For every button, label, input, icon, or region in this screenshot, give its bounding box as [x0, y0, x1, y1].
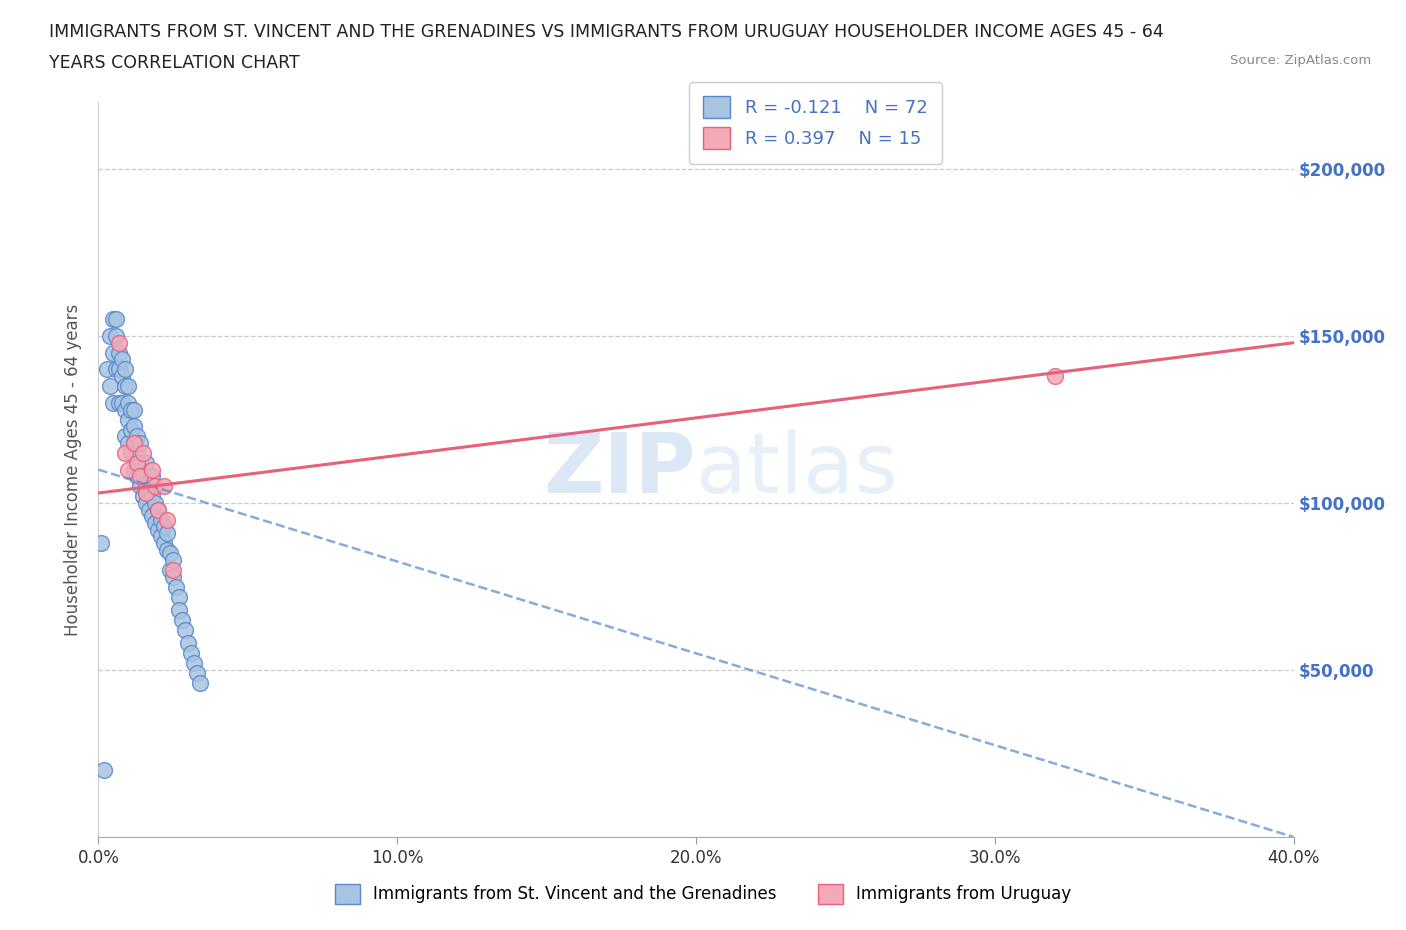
Point: [108, 395, 131, 410]
Text: IMMIGRANTS FROM ST. VINCENT AND THE GRENADINES VS IMMIGRANTS FROM URUGUAY HOUSEH: IMMIGRANTS FROM ST. VINCENT AND THE GREN…: [49, 23, 1164, 41]
Point: [143, 496, 166, 511]
Point: [127, 469, 149, 484]
Point: [1043, 368, 1066, 383]
Point: [135, 485, 157, 500]
Point: [174, 622, 197, 637]
Point: [141, 462, 163, 477]
Point: [150, 512, 173, 527]
Point: [98, 328, 122, 343]
Point: [156, 512, 179, 527]
Point: [138, 502, 160, 517]
Point: [124, 435, 146, 450]
Point: [98, 379, 122, 393]
Point: [114, 402, 136, 417]
Point: [111, 352, 134, 367]
Point: [129, 456, 152, 471]
Point: [105, 312, 128, 326]
Point: [124, 402, 146, 417]
Point: [141, 509, 163, 524]
Point: [150, 529, 173, 544]
Point: [111, 395, 134, 410]
Point: [103, 345, 125, 360]
Point: [180, 646, 202, 661]
Point: [177, 636, 200, 651]
Point: [132, 445, 155, 460]
Point: [153, 479, 176, 494]
Point: [162, 569, 184, 584]
Point: [143, 515, 166, 530]
Point: [135, 456, 157, 471]
Point: [156, 525, 179, 540]
Point: [90, 536, 112, 551]
Point: [111, 368, 134, 383]
Point: [129, 479, 152, 494]
Point: [114, 379, 136, 393]
Point: [127, 456, 149, 471]
Point: [138, 483, 160, 498]
Point: [156, 542, 179, 557]
Point: [117, 395, 139, 410]
Point: [129, 435, 152, 450]
Point: [132, 489, 155, 504]
Point: [105, 362, 128, 377]
Point: [148, 502, 170, 517]
Y-axis label: Householder Income Ages 45 - 64 years: Householder Income Ages 45 - 64 years: [65, 303, 83, 636]
Legend: R = -0.121    N = 72, R = 0.397    N = 15: R = -0.121 N = 72, R = 0.397 N = 15: [689, 82, 942, 164]
Point: [114, 445, 136, 460]
Point: [167, 603, 190, 618]
Point: [165, 579, 187, 594]
Point: [108, 336, 131, 351]
Point: [117, 379, 139, 393]
Point: [186, 666, 208, 681]
Point: [117, 462, 139, 477]
Legend: Immigrants from St. Vincent and the Grenadines, Immigrants from Uruguay: Immigrants from St. Vincent and the Gren…: [328, 877, 1078, 910]
Point: [108, 345, 131, 360]
Point: [124, 462, 146, 477]
Point: [153, 519, 176, 534]
Point: [167, 589, 190, 604]
Point: [114, 362, 136, 377]
Point: [103, 312, 125, 326]
Point: [135, 475, 157, 490]
Point: [124, 435, 146, 450]
Point: [120, 422, 142, 437]
Point: [96, 362, 118, 377]
Point: [141, 469, 163, 484]
Point: [141, 489, 163, 504]
Point: [93, 763, 115, 777]
Point: [188, 676, 211, 691]
Text: Source: ZipAtlas.com: Source: ZipAtlas.com: [1230, 54, 1371, 67]
Point: [143, 479, 166, 494]
Point: [148, 523, 170, 538]
Point: [172, 613, 194, 628]
Point: [120, 445, 142, 460]
Point: [159, 563, 181, 578]
Text: YEARS CORRELATION CHART: YEARS CORRELATION CHART: [49, 54, 299, 72]
Point: [108, 362, 131, 377]
Point: [114, 429, 136, 444]
Point: [162, 552, 184, 567]
Point: [129, 469, 152, 484]
Point: [124, 418, 146, 433]
Point: [117, 412, 139, 427]
Point: [183, 656, 205, 671]
Point: [103, 395, 125, 410]
Point: [162, 563, 184, 578]
Text: ZIP: ZIP: [544, 429, 696, 511]
Point: [127, 429, 149, 444]
Point: [135, 496, 157, 511]
Point: [105, 328, 128, 343]
Point: [132, 469, 155, 484]
Point: [153, 536, 176, 551]
Point: [148, 502, 170, 517]
Point: [159, 546, 181, 561]
Text: atlas: atlas: [696, 429, 897, 511]
Point: [127, 445, 149, 460]
Point: [117, 435, 139, 450]
Point: [120, 402, 142, 417]
